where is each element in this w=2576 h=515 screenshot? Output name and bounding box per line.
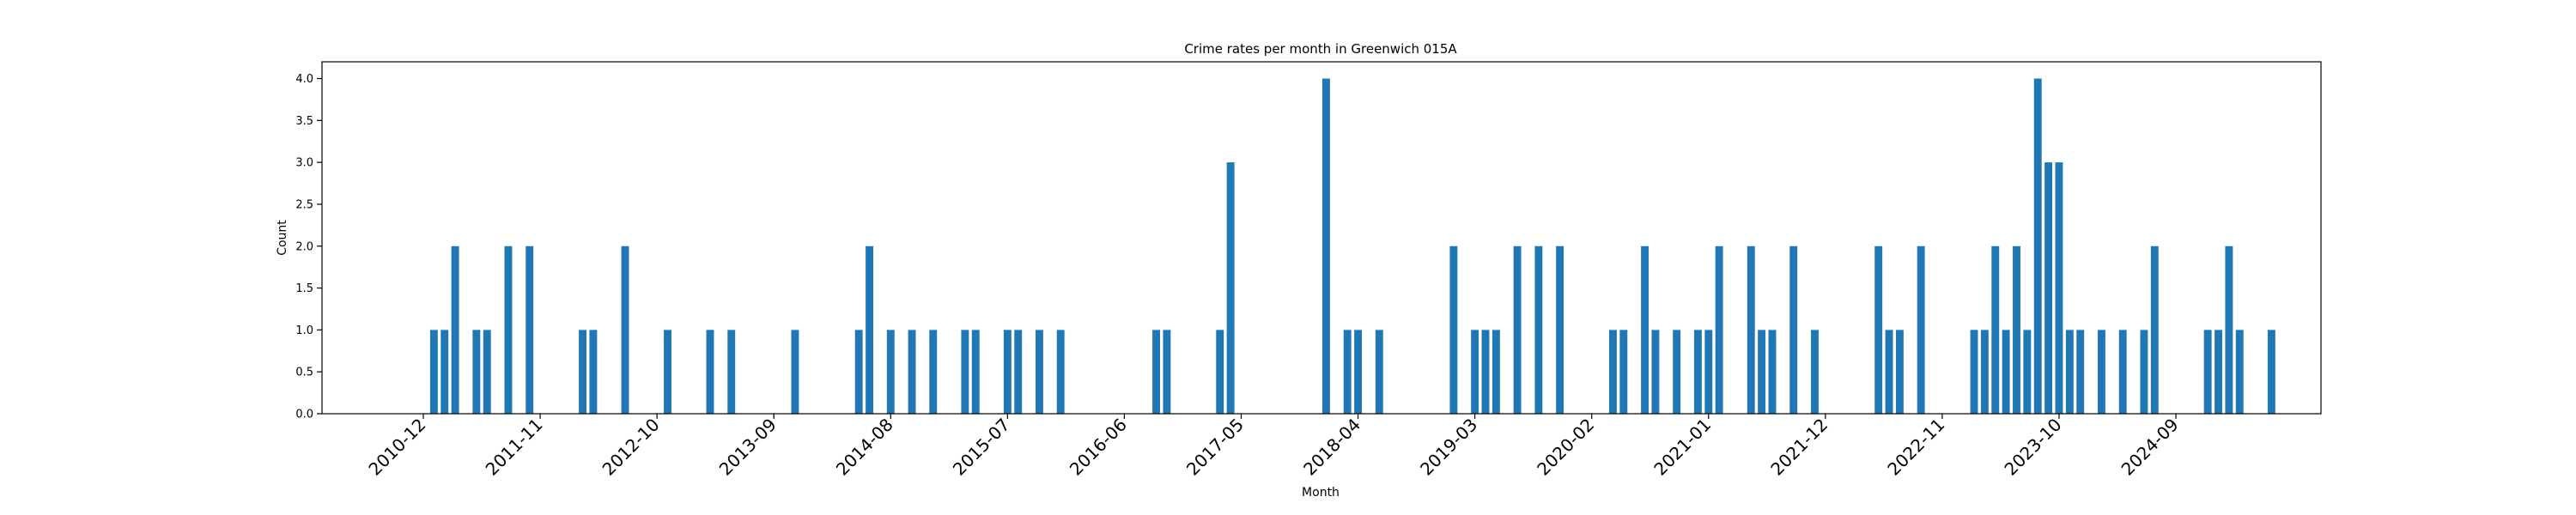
bar — [1673, 330, 1681, 414]
bar — [2140, 330, 2148, 414]
bar — [886, 330, 895, 414]
bar — [1693, 330, 1702, 414]
bar — [2076, 330, 2085, 414]
bar — [1216, 330, 1224, 414]
bar — [727, 330, 736, 414]
bar — [579, 330, 586, 414]
bar — [1747, 245, 1755, 414]
bar — [1056, 330, 1065, 414]
bar — [1375, 330, 1383, 414]
bar — [929, 330, 938, 414]
bar — [1513, 245, 1522, 414]
bar — [2033, 78, 2042, 415]
y-tick-label: 3.0 — [295, 157, 313, 170]
bar — [2023, 330, 2032, 414]
bar — [504, 245, 513, 414]
bar — [2235, 330, 2244, 414]
y-tick-label: 1.0 — [295, 324, 313, 337]
y-tick-label: 2.0 — [295, 240, 313, 253]
bar — [2065, 330, 2074, 414]
x-axis-label: Month — [1302, 486, 1340, 500]
bar — [2267, 330, 2275, 414]
bar — [1471, 330, 1479, 414]
bar — [1758, 330, 1766, 414]
bar — [1556, 245, 1564, 414]
bar — [451, 245, 459, 414]
bar — [664, 330, 671, 414]
y-tick-label: 3.5 — [295, 115, 313, 128]
bar — [2044, 162, 2053, 414]
bar — [1619, 330, 1628, 414]
y-axis: 0.0 0.5 1.0 1.5 2.0 2.5 3.0 3.5 4.0 — [295, 73, 322, 421]
bar — [971, 330, 980, 414]
bar-group — [429, 78, 2275, 415]
bar — [1534, 245, 1543, 414]
bar — [483, 330, 491, 414]
bar — [791, 330, 799, 414]
bar — [1449, 245, 1458, 414]
bar — [1014, 330, 1023, 414]
bar — [1354, 330, 1363, 414]
bar — [1492, 330, 1500, 414]
bar — [1481, 330, 1490, 414]
bar — [2002, 330, 2010, 414]
bar — [589, 330, 598, 414]
bar — [1811, 330, 1819, 414]
bar — [1343, 330, 1352, 414]
bar — [1152, 330, 1160, 414]
y-tick-label: 4.0 — [295, 73, 313, 86]
bar — [526, 245, 534, 414]
bar — [1895, 330, 1904, 414]
bar — [2013, 245, 2020, 414]
bar — [1874, 245, 1883, 414]
bar — [1991, 245, 2000, 414]
bar — [1226, 162, 1235, 414]
bar — [1003, 330, 1012, 414]
y-axis-label: Count — [276, 220, 289, 256]
chart-title: Crime rates per month in Greenwich 015A — [1184, 41, 1457, 57]
bar — [1651, 330, 1660, 414]
bar — [1608, 330, 1617, 414]
bar — [472, 330, 481, 414]
bar — [1970, 330, 1978, 414]
bar — [1322, 78, 1330, 415]
bar — [1704, 330, 1713, 414]
bar — [2225, 245, 2233, 414]
bar — [1641, 245, 1649, 414]
bar — [1163, 330, 1171, 414]
y-tick-label: 2.5 — [295, 198, 313, 211]
bar — [961, 330, 969, 414]
bar — [706, 330, 714, 414]
bar — [1980, 330, 1989, 414]
bar — [1917, 245, 1925, 414]
bar — [621, 245, 629, 414]
y-tick-label: 1.5 — [295, 282, 313, 295]
bar — [1036, 330, 1043, 414]
bar — [866, 245, 873, 414]
y-tick-label: 0.0 — [295, 409, 313, 421]
plot-frame — [321, 61, 2322, 415]
bar — [440, 330, 449, 414]
bar — [429, 330, 438, 414]
bar — [2150, 245, 2159, 414]
bar — [2055, 162, 2063, 414]
bar — [1715, 245, 1723, 414]
y-tick-label: 0.5 — [295, 367, 313, 379]
bar — [908, 330, 916, 414]
bar — [2118, 330, 2127, 414]
bar — [2203, 330, 2212, 414]
bar — [1789, 245, 1798, 414]
bar — [2098, 330, 2105, 414]
bar — [854, 330, 863, 414]
bar — [2215, 330, 2222, 414]
bar — [1768, 330, 1777, 414]
bar — [1885, 330, 1893, 414]
